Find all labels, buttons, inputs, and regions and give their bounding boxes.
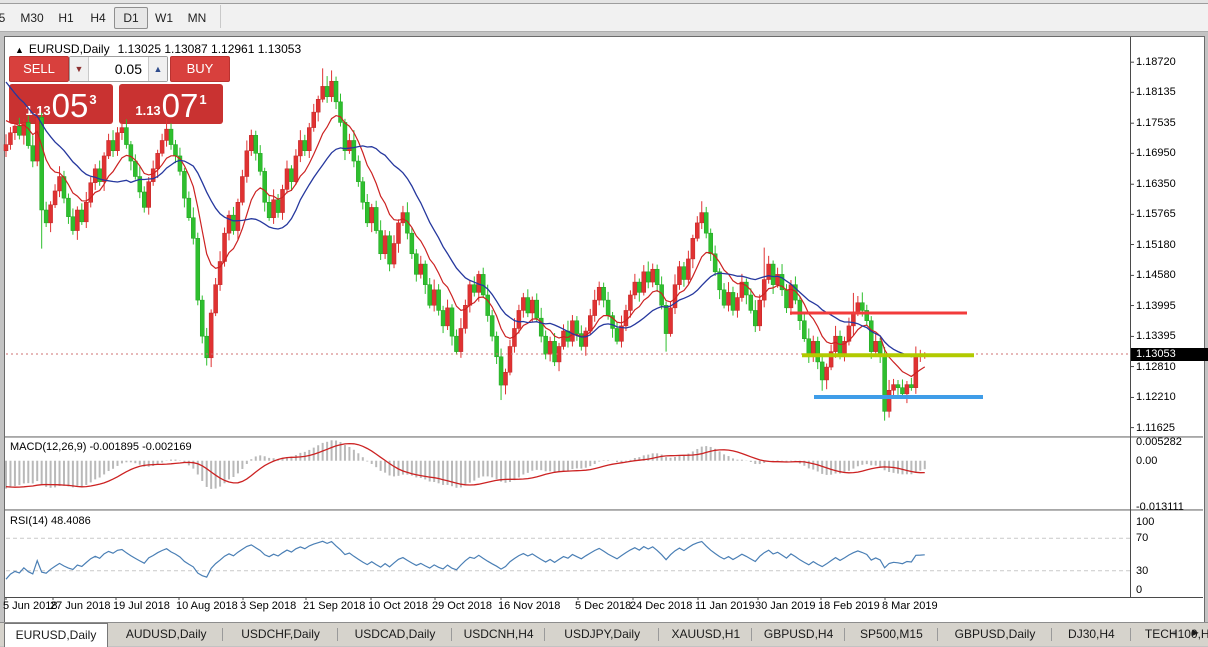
symbol-tab-usdchf[interactable]: USDCHF,Daily bbox=[241, 627, 320, 641]
symbol-tab-gbpusd[interactable]: GBPUSD,Daily bbox=[954, 627, 1036, 641]
price-tick-label: 1.15180 bbox=[1136, 238, 1176, 251]
timeframe-toolbar: 5 M30 H1 H4 D1 W1 MN bbox=[0, 0, 1208, 32]
tab-separator bbox=[1129, 628, 1131, 641]
date-tick-label: 5 Dec 2018 bbox=[575, 600, 632, 612]
tab-separator bbox=[751, 628, 753, 641]
price-tick-label: 1.16350 bbox=[1136, 178, 1176, 191]
rsi-tick-label: 0 bbox=[1136, 584, 1143, 596]
symbol-tab-gbpusd[interactable]: GBPUSD,H4 bbox=[763, 627, 834, 641]
timeframe-button-d1[interactable]: D1 bbox=[114, 7, 148, 29]
buy-button[interactable]: BUY bbox=[170, 56, 230, 82]
date-tick-label: 29 Oct 2018 bbox=[432, 600, 492, 612]
date-tick-label: 8 Mar 2019 bbox=[882, 600, 938, 612]
tab-separator bbox=[544, 628, 545, 641]
chart-ohlc-quotes: 1.13025 1.13087 1.12961 1.13053 bbox=[117, 42, 302, 56]
date-tick-label: 30 Jan 2019 bbox=[755, 600, 816, 612]
symbol-tab-usdjpy[interactable]: USDJPY,Daily bbox=[564, 627, 641, 641]
price-tick-label: 1.11625 bbox=[1136, 421, 1175, 434]
symbol-tab-eurusd[interactable]: EURUSD,Daily bbox=[4, 623, 108, 647]
toolbar-separator bbox=[220, 5, 221, 28]
chart-plot-area[interactable] bbox=[5, 56, 1130, 436]
price-tick-label: 1.12810 bbox=[1136, 360, 1176, 373]
symbol-tab-sp500[interactable]: SP500,M15 bbox=[860, 627, 923, 641]
volume-stepper: ▼ 0.05 ▲ bbox=[69, 56, 168, 82]
symbol-tab-dj30[interactable]: DJ30,H4 bbox=[1068, 627, 1115, 641]
current-price-badge: 1.13053 bbox=[1131, 347, 1208, 361]
collapse-triangle-icon[interactable]: ▲ bbox=[15, 45, 24, 55]
toolbar-divider bbox=[0, 0, 1208, 4]
symbol-tab-usdcad[interactable]: USDCAD,Daily bbox=[354, 627, 436, 641]
date-tick-label: 3 Sep 2018 bbox=[240, 600, 297, 612]
date-tick-label: 5 Jun 2018 bbox=[3, 600, 58, 612]
date-tick-label: 27 Jun 2018 bbox=[50, 600, 111, 612]
macd-tick-label: 0.00 bbox=[1136, 455, 1158, 467]
price-tick-label: 1.18135 bbox=[1136, 86, 1176, 99]
timeframe-button-partial[interactable]: 5 bbox=[0, 11, 6, 25]
timeframe-button-h4[interactable]: H4 bbox=[90, 11, 106, 25]
tab-separator bbox=[658, 628, 660, 641]
macd-tick-label: -0.013111 bbox=[1136, 501, 1184, 513]
tab-scroll-left-icon[interactable]: ◄ bbox=[1168, 627, 1179, 639]
symbol-tab-xauusd[interactable]: XAUUSD,H1 bbox=[671, 627, 741, 641]
date-tick-label: 21 Sep 2018 bbox=[303, 600, 366, 612]
price-tick-label: 1.13995 bbox=[1136, 299, 1176, 312]
tab-separator bbox=[844, 628, 845, 641]
tab-scroll-right-icon[interactable]: ► bbox=[1190, 627, 1201, 639]
chart-symbol-label: EURUSD,Daily bbox=[28, 42, 110, 56]
symbol-tab-tech100[interactable]: TECH100,H1 bbox=[1144, 627, 1208, 641]
timeframe-button-w1[interactable]: W1 bbox=[155, 11, 173, 25]
rsi-tick-label: 70 bbox=[1136, 532, 1149, 544]
price-tick-label: 1.15765 bbox=[1136, 208, 1176, 221]
timeframe-button-m30[interactable]: M30 bbox=[20, 11, 44, 25]
rsi-indicator-label: RSI(14) 48.4086 bbox=[10, 515, 91, 527]
date-tick-label: 10 Oct 2018 bbox=[368, 600, 428, 612]
macd-indicator-label: MACD(12,26,9) -0.001895 -0.002169 bbox=[10, 441, 192, 453]
date-tick-label: 16 Nov 2018 bbox=[498, 600, 561, 612]
date-tick-label: 11 Jan 2019 bbox=[695, 600, 755, 612]
price-tick-label: 1.12210 bbox=[1136, 391, 1176, 404]
volume-input[interactable]: 0.05 bbox=[114, 61, 142, 77]
tab-separator bbox=[451, 628, 453, 641]
volume-increase-icon[interactable]: ▲ bbox=[148, 57, 167, 81]
symbol-tab-audusd[interactable]: AUDUSD,Daily bbox=[125, 627, 207, 641]
tab-separator bbox=[222, 628, 224, 641]
price-tick-label: 1.14580 bbox=[1136, 269, 1176, 282]
price-tick-label: 1.13395 bbox=[1136, 330, 1176, 343]
volume-decrease-icon[interactable]: ▼ bbox=[70, 57, 89, 81]
price-tick-label: 1.16950 bbox=[1136, 147, 1176, 160]
timeframe-button-h1[interactable]: H1 bbox=[58, 11, 74, 25]
date-tick-label: 24 Dec 2018 bbox=[630, 600, 693, 612]
symbol-tab-usdcnh[interactable]: USDCNH,H4 bbox=[463, 627, 534, 641]
symbol-tab-bar: ◄ ► EURUSD,Daily AUDUSD,Daily USDCHF,Daily… bbox=[0, 622, 1208, 647]
chart-title: ▲ EURUSD,Daily 1.13025 1.13087 1.12961 1.1… bbox=[15, 42, 301, 56]
rsi-tick-label: 100 bbox=[1136, 516, 1155, 528]
macd-tick-label: 0.005282 bbox=[1136, 436, 1182, 448]
tab-separator bbox=[1051, 628, 1053, 641]
tab-separator bbox=[336, 628, 338, 641]
sell-button[interactable]: SELL bbox=[9, 56, 69, 82]
price-tick-label: 1.18720 bbox=[1136, 56, 1176, 69]
date-tick-label: 10 Aug 2018 bbox=[176, 600, 238, 612]
tab-separator bbox=[936, 628, 938, 641]
date-tick-label: 18 Feb 2019 bbox=[818, 600, 880, 612]
date-tick-label: 19 Jul 2018 bbox=[113, 600, 170, 612]
timeframe-button-mn[interactable]: MN bbox=[187, 11, 207, 25]
rsi-tick-label: 30 bbox=[1136, 565, 1149, 577]
price-tick-label: 1.17535 bbox=[1136, 117, 1176, 130]
